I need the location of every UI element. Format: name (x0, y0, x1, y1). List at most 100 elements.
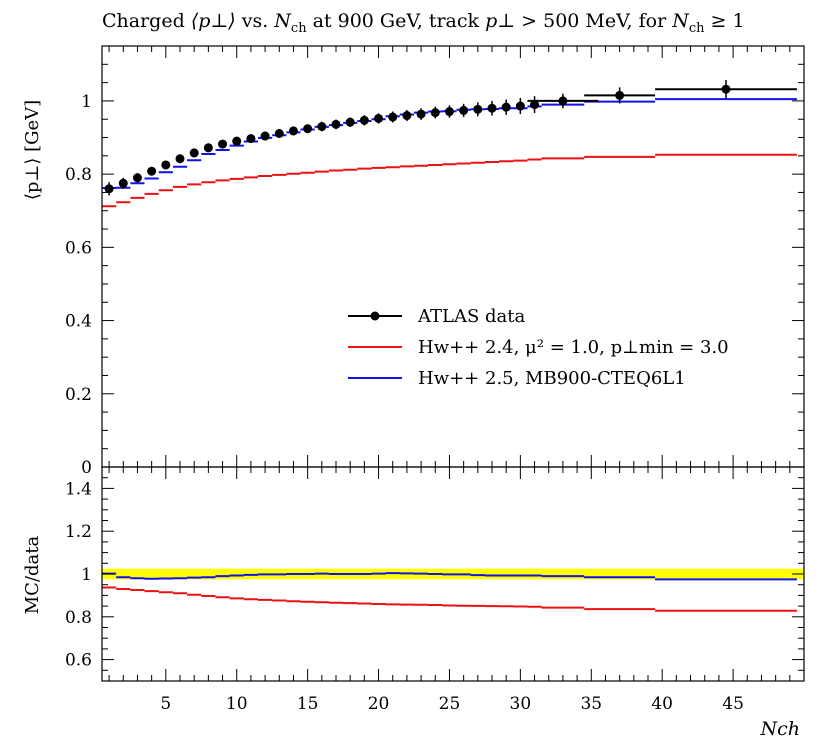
data-point (147, 166, 157, 176)
data-point-marker (459, 105, 469, 115)
data-point (317, 121, 327, 132)
data-point (430, 106, 440, 119)
ratio-y-tick-label: 1.2 (65, 522, 92, 542)
data-point (584, 87, 656, 104)
data-point-marker (260, 131, 270, 141)
data-point-marker (288, 126, 298, 136)
data-point (218, 139, 228, 149)
data-point (416, 108, 426, 120)
data-point-marker (175, 154, 185, 164)
data-point (288, 126, 298, 136)
data-point-marker (530, 100, 540, 110)
data-point-marker (515, 101, 525, 111)
data-point-marker (430, 108, 440, 118)
x-tick-label: 30 (510, 694, 532, 714)
data-point-marker (218, 139, 228, 149)
data-point-marker (721, 84, 731, 94)
data-point-marker (558, 96, 568, 106)
ratio-y-tick-label: 0.6 (65, 651, 92, 671)
y-tick-label: 0.6 (65, 238, 92, 258)
legend: ATLAS data Hw++ 2.4, μ² = 1.0, p⊥min = 3.… (348, 306, 729, 389)
data-point (459, 103, 469, 118)
x-tick-label: 20 (368, 694, 390, 714)
data-point (303, 124, 313, 134)
data-point-marker (189, 148, 199, 158)
x-axis-label: Nch (759, 718, 800, 740)
x-tick-label: 25 (439, 694, 461, 714)
data-point-marker (416, 109, 426, 119)
data-point (175, 154, 185, 164)
data-point-marker (203, 143, 213, 153)
data-point-marker (615, 90, 625, 100)
chart-title: Charged ⟨p⊥⟩ vs. Nch at 900 GeV, track p… (102, 10, 745, 36)
y-tick-label: 0.8 (65, 165, 92, 185)
data-point-marker (501, 102, 511, 112)
data-point (232, 136, 242, 146)
data-point (473, 102, 483, 117)
data-point (530, 96, 540, 113)
data-point (203, 143, 213, 153)
data-point (487, 100, 497, 116)
data-point-marker (161, 160, 171, 170)
data-point (161, 160, 171, 170)
legend-label: ATLAS data (417, 306, 526, 327)
y-tick-label: 0.4 (65, 312, 92, 332)
legend-item: Hw++ 2.5, MB900-CTEQ6L1 (348, 368, 686, 389)
hw24-ratio-line (102, 586, 797, 612)
legend-item: Hw++ 2.4, μ² = 1.0, p⊥min = 3.0 (348, 337, 729, 358)
data-point (444, 105, 454, 118)
ratio-y-tick-label: 0.8 (65, 608, 92, 628)
data-point-marker (374, 113, 384, 123)
data-point-marker (303, 124, 313, 134)
data-point-marker (232, 136, 242, 146)
x-tick-label: 10 (226, 694, 248, 714)
data-point-marker (132, 173, 142, 183)
ratio-y-tick-label: 1 (81, 565, 92, 585)
x-tick-label: 35 (580, 694, 602, 714)
data-point (260, 131, 270, 141)
ratio-plot-panel: 5 10 15 20 25 30 35 40 45 0.6 0.8 1 1.2 1.4 (65, 466, 805, 714)
data-point-marker (147, 166, 157, 176)
data-point (655, 80, 797, 99)
data-point (246, 134, 256, 144)
x-tick-label: 15 (297, 694, 319, 714)
hw24-histogram (102, 153, 797, 208)
ratio-y-axis-label: MC/data (22, 535, 43, 614)
y-tick-label: 1 (81, 92, 92, 112)
data-point (118, 177, 128, 189)
data-point (501, 99, 511, 115)
data-point (132, 173, 142, 183)
data-point-marker (246, 134, 256, 144)
data-point (388, 111, 398, 123)
data-point (104, 182, 114, 196)
data-point (331, 119, 341, 130)
data-point-marker (444, 107, 454, 117)
data-point (274, 128, 284, 138)
data-point-marker (473, 104, 483, 114)
data-point-marker (345, 117, 355, 127)
data-point-marker (118, 178, 128, 188)
y-tick-label: 0.2 (65, 385, 92, 405)
x-tick-label: 5 (160, 694, 171, 714)
y-tick-label: 0 (81, 458, 92, 478)
data-point (402, 110, 412, 122)
legend-label: Hw++ 2.5, MB900-CTEQ6L1 (418, 368, 686, 389)
data-point-marker (331, 119, 341, 129)
data-point (189, 148, 199, 158)
data-point-marker (388, 112, 398, 122)
legend-marker (370, 311, 380, 321)
data-point (374, 113, 384, 124)
data-point (515, 97, 525, 115)
main-plot-panel: 0 0.2 0.4 0.6 0.8 1 (65, 45, 805, 478)
data-point-marker (402, 111, 412, 121)
data-point-marker (104, 184, 114, 194)
x-tick-label: 45 (722, 694, 744, 714)
data-point-marker (487, 103, 497, 113)
legend-item: ATLAS data (348, 306, 526, 327)
y-axis-label: ⟨p⊥⟩ [GeV] (22, 100, 43, 200)
legend-label: Hw++ 2.4, μ² = 1.0, p⊥min = 3.0 (418, 337, 729, 358)
data-point (345, 117, 355, 127)
data-point-marker (274, 128, 284, 138)
data-point (527, 93, 599, 109)
